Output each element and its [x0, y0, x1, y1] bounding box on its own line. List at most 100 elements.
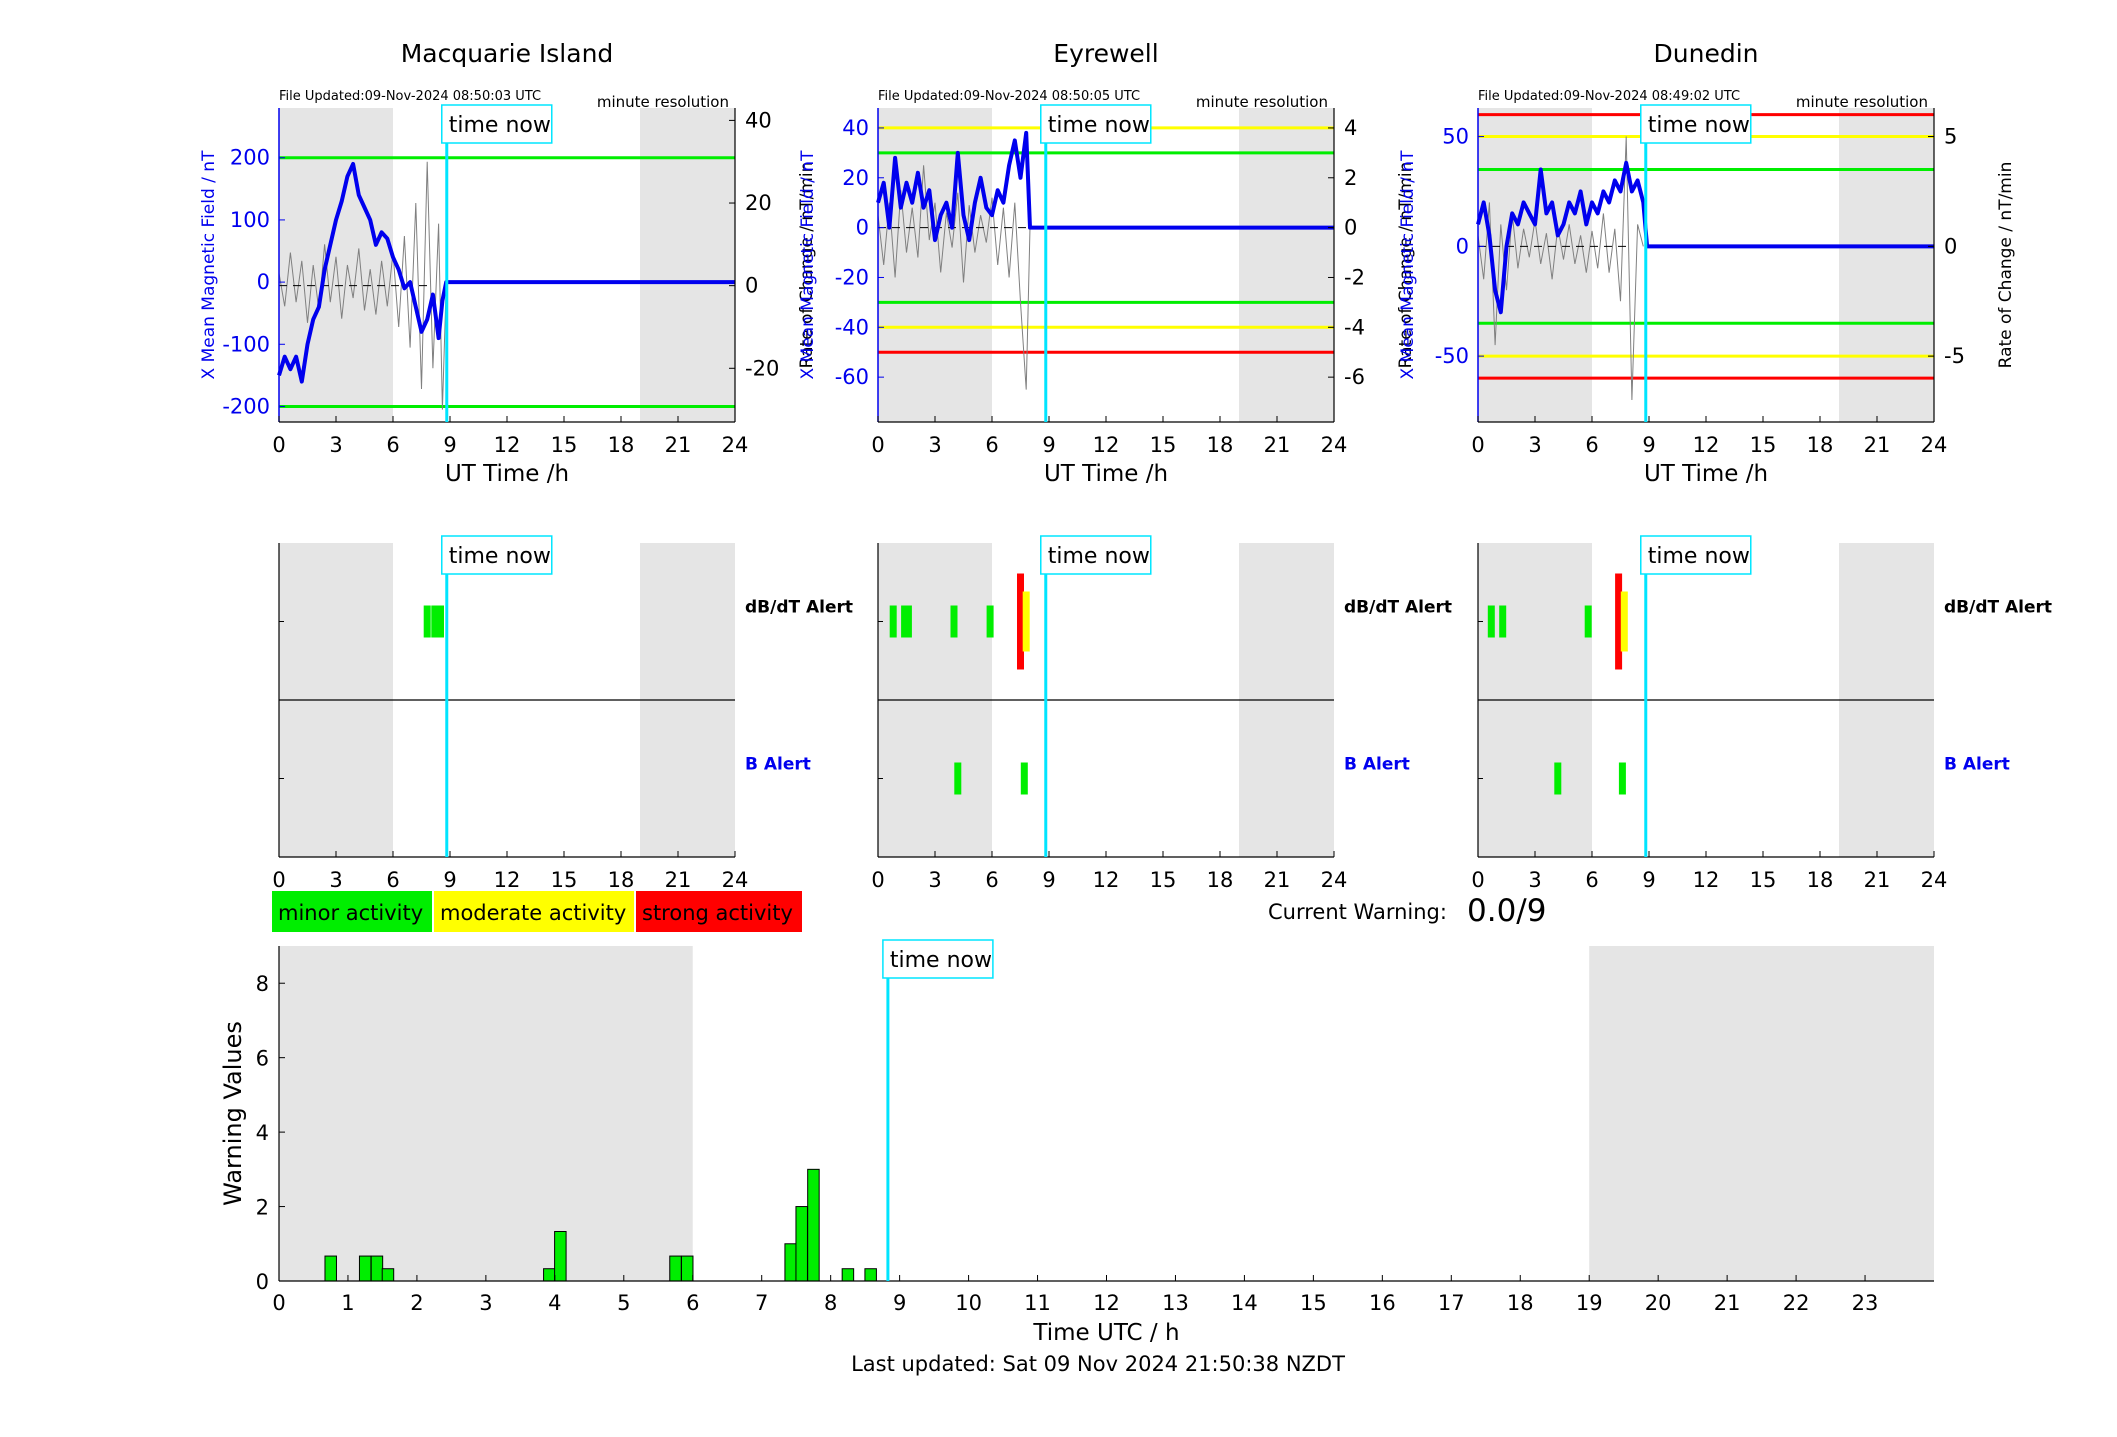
dbdt-alert-mark — [1615, 573, 1623, 670]
x-axis-label: UT Time /h — [1644, 461, 1768, 487]
x-tick-label: 22 — [1783, 1291, 1810, 1315]
x-tick-label: 12 — [494, 868, 521, 892]
y-tick-label: 8 — [256, 972, 269, 996]
x-tick-label: 24 — [722, 433, 749, 457]
dbdt-alert-mark — [904, 605, 912, 638]
night-shading — [1239, 108, 1334, 422]
legend-swatch — [272, 891, 432, 932]
x-tick-label: 14 — [1231, 1291, 1258, 1315]
x-tick-label: 21 — [665, 868, 692, 892]
last-updated-label: Last updated: Sat 09 Nov 2024 21:50:38 N… — [851, 1352, 1345, 1376]
y-tick-label-right: -20 — [745, 356, 779, 380]
x-tick-label: 0 — [1471, 868, 1484, 892]
y-tick-label-left: -50 — [1435, 344, 1469, 368]
station-chart: Dunedin File Updated:09-Nov-2024 08:49:02… — [1398, 39, 2016, 487]
x-tick-label: 6 — [985, 433, 998, 457]
dbdt-alert-label: dB/dT Alert — [1344, 598, 1452, 618]
time-now-box — [441, 535, 553, 575]
y-tick-label-right: -6 — [1344, 365, 1365, 389]
x-tick-label: 9 — [443, 433, 456, 457]
legend-label: moderate activity — [440, 901, 626, 925]
x-tick-label: 9 — [893, 1291, 906, 1315]
x-tick-label: 0 — [272, 1291, 285, 1315]
night-shading — [878, 108, 992, 422]
x-tick-label: 15 — [1150, 868, 1177, 892]
x-tick-label: 1 — [341, 1291, 354, 1315]
legend-swatch — [434, 891, 634, 932]
dbdt-alert-mark — [1620, 591, 1628, 652]
x-tick-label: 3 — [329, 868, 342, 892]
current-warning-value: 0.0/9 — [1467, 893, 1546, 929]
y-axis-label-right: Rate of Change / nT/min — [1396, 162, 1416, 369]
x-axis-label: UT Time /h — [445, 461, 569, 487]
y-tick-label-right: 5 — [1944, 125, 1957, 149]
x-tick-label: 9 — [1042, 868, 1055, 892]
x-tick-label: 15 — [1750, 433, 1777, 457]
night-shading — [279, 108, 393, 422]
y-tick-label-left: -100 — [222, 332, 270, 356]
legend-label: minor activity — [278, 901, 423, 925]
y-tick-label-right: -4 — [1344, 315, 1365, 339]
x-tick-label: 11 — [1024, 1291, 1051, 1315]
dbdt-alert-mark — [889, 605, 897, 638]
warning-value-bar — [669, 1255, 682, 1282]
x-tick-label: 3 — [479, 1291, 492, 1315]
warning-value-bar — [554, 1230, 567, 1282]
activity-legend: minor activity moderate activity strong ac… — [272, 891, 1546, 932]
x-tick-label: 24 — [722, 868, 749, 892]
x-tick-label: 10 — [955, 1291, 982, 1315]
x-tick-label: 0 — [1471, 433, 1484, 457]
y-tick-label-left: -40 — [835, 315, 869, 339]
y-tick-label-right: 0 — [1944, 234, 1957, 258]
y-axis-label: Warning Values — [219, 1021, 247, 1206]
warning-value-bar — [358, 1255, 372, 1282]
x-tick-label: 6 — [686, 1291, 699, 1315]
x-tick-label: 5 — [617, 1291, 630, 1315]
alert-chart: dB/dT Alert B Alert 0 3 6 9 12 15 18 21 24 time now — [1471, 535, 2052, 892]
b-alert-mark — [1618, 762, 1626, 795]
y-tick-label-left: 0 — [257, 270, 270, 294]
time-now-box — [1640, 104, 1752, 144]
rate-of-change-series — [877, 165, 1031, 390]
x-tick-label: 18 — [1207, 868, 1234, 892]
x-tick-label: 18 — [1207, 433, 1234, 457]
night-shading — [1589, 946, 1934, 1281]
legend-item: moderate activity — [434, 891, 634, 932]
x-tick-label: 17 — [1438, 1291, 1465, 1315]
time-now-label: time now — [1048, 113, 1150, 138]
x-tick-label: 6 — [1585, 868, 1598, 892]
dbdt-alert-mark — [986, 605, 994, 638]
x-tick-label: 12 — [1693, 433, 1720, 457]
y-tick-label-right: -5 — [1944, 344, 1965, 368]
legend-label: strong activity — [642, 901, 793, 925]
x-tick-label: 3 — [329, 433, 342, 457]
alert-charts: dB/dT Alert B Alert 0 3 6 9 12 15 18 21 24 time now… — [272, 535, 2052, 892]
magnetic-field-series — [277, 161, 735, 384]
y-axis-label-left: X Mean Magnetic Field / nT — [199, 150, 219, 380]
current-warning-label: Current Warning: — [1268, 900, 1447, 924]
legend-item: strong activity — [636, 891, 802, 932]
y-tick-label: 4 — [256, 1121, 269, 1145]
y-tick-label-left: 40 — [842, 116, 869, 140]
night-shading — [279, 946, 693, 1281]
x-tick-label: 9 — [1642, 868, 1655, 892]
warning-value-bar — [795, 1206, 808, 1282]
x-axis-label: UT Time /h — [1044, 461, 1168, 487]
time-now-label: time now — [1648, 544, 1750, 569]
station-title: Macquarie Island — [401, 39, 614, 68]
x-tick-label: 18 — [1807, 868, 1834, 892]
station-chart: Eyrewell File Updated:09-Nov-2024 08:50:0… — [798, 39, 1416, 487]
time-now-label: time now — [890, 948, 992, 973]
resolution-label: minute resolution — [1796, 93, 1928, 111]
y-axis-label-left: X Mean Magnetic Field / nT — [1398, 150, 1418, 380]
warning-value-bar — [784, 1243, 797, 1282]
x-tick-label: 4 — [548, 1291, 561, 1315]
rate-of-change-series — [278, 161, 447, 410]
dbdt-alert-mark — [1584, 605, 1592, 638]
station-chart: Macquarie Island File Updated:09-Nov-2024… — [199, 39, 817, 487]
warning-value-bar — [543, 1268, 556, 1282]
y-tick-label-left: -20 — [835, 265, 869, 289]
b-alert-mark — [1554, 762, 1562, 795]
